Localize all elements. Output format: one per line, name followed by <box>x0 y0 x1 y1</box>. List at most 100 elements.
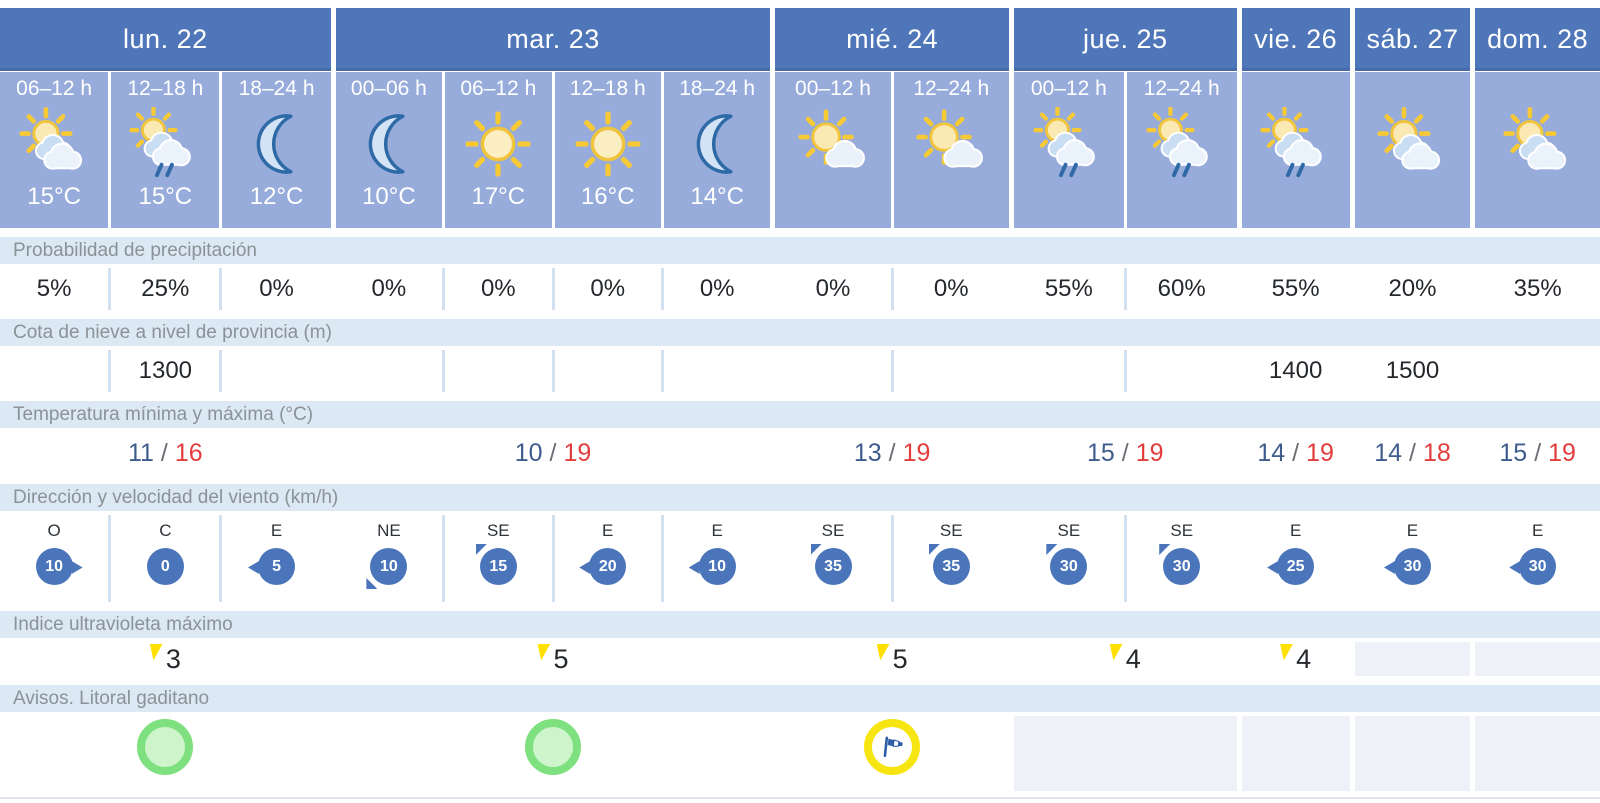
min-max-temperature-cell: 13/19 <box>775 432 1009 475</box>
row-group-cells: 10/19 <box>335 432 771 475</box>
row-label-wind: Dirección y velocidad del viento (km/h) <box>0 484 1600 511</box>
max-temperature: 19 <box>1135 439 1164 467</box>
wind-cell: SE 15 <box>445 515 552 602</box>
max-temperature: 19 <box>1548 439 1576 467</box>
forecast-period: 00–06 h 10°C <box>335 72 443 228</box>
min-max-temperature-cell: 15/19 <box>1013 432 1237 475</box>
warning-cell <box>0 716 331 791</box>
wind-speed-circle: 10 <box>35 548 73 585</box>
row-group: 1300 <box>0 350 331 392</box>
row-group-cells <box>1013 350 1237 392</box>
precipitation-value: 35% <box>1513 275 1562 302</box>
row-group <box>1354 642 1471 676</box>
precipitation-value: 55% <box>1044 275 1093 302</box>
row-label-uv: Indice ultravioleta máximo <box>0 611 1600 638</box>
warning-cell <box>1241 716 1350 791</box>
row-group <box>335 350 771 392</box>
wind-speed-circle: 0 <box>146 548 184 585</box>
uv-index-cell: 4 <box>1241 642 1350 676</box>
row-group: SE 35 SE 35 <box>775 515 1009 602</box>
time-range-label: 00–12 h <box>1030 77 1107 100</box>
wind-speed-value: 0 <box>160 557 170 575</box>
row-label-temperature: Temperatura mínima y máxima (°C) <box>0 401 1600 428</box>
day-group: jue. 25 00–12 h 12–24 h <box>1013 8 1237 228</box>
wind-speed-value: 15 <box>489 557 508 575</box>
row-group <box>1354 716 1471 791</box>
wind-arrow-icon <box>1159 544 1171 555</box>
row-temperature: 11/16 10/19 13/19 15/19 14/19 14/18 15/19 <box>0 432 1600 475</box>
snow-level-cell <box>222 350 331 392</box>
wind-speed-badge: 30 <box>1509 548 1557 585</box>
precipitation-value: 20% <box>1388 275 1437 302</box>
row-group-cells: E 30 <box>1354 515 1471 602</box>
period-temperature: 15°C <box>27 183 81 210</box>
uv-index-cell <box>1475 642 1600 676</box>
wind-cell: E 30 <box>1475 515 1600 602</box>
row-group-cells <box>1475 716 1600 791</box>
row-group-cells <box>1475 350 1600 392</box>
snow-level-cell <box>663 350 771 392</box>
period-temperature: 15°C <box>138 183 193 210</box>
sun-rain-icon <box>128 107 202 181</box>
wind-direction: E <box>602 521 614 540</box>
min-max-temperature-cell: 14/19 <box>1241 432 1350 475</box>
bottom-divider <box>0 797 1600 799</box>
day-group: sáb. 27 <box>1354 8 1471 228</box>
day-group: mar. 23 00–06 h 10°C 06–12 h 17°C 12–18 h 16°C… <box>335 8 771 228</box>
wind-speed-value: 25 <box>1286 557 1305 575</box>
day-subcolumns: 00–12 h 12–24 h <box>775 72 1009 228</box>
row-group: 4 <box>1013 642 1237 676</box>
wind-speed-badge: 10 <box>35 548 83 585</box>
precipitation-cell: 0% <box>893 268 1009 310</box>
row-group <box>1475 350 1600 392</box>
wind-speed-circle: 25 <box>1277 548 1315 585</box>
max-temperature: 19 <box>902 439 931 467</box>
row-group: 1500 <box>1354 350 1471 392</box>
temperature-separator: / <box>160 439 168 467</box>
wind-speed-circle: 15 <box>479 548 517 585</box>
warning-cell <box>775 716 1009 791</box>
wind-speed-badge: 30 <box>1383 548 1431 585</box>
snow-level-cell: 1500 <box>1354 350 1471 392</box>
max-temperature: 19 <box>1306 439 1334 467</box>
wind-speed-badge: 35 <box>810 544 852 585</box>
row-group-cells: 14/18 <box>1354 432 1471 475</box>
wind-arrow-icon <box>688 561 700 574</box>
wind-direction: E <box>270 521 283 540</box>
temperature-separator: / <box>888 439 896 467</box>
uv-flag-icon <box>149 643 163 661</box>
forecast-rows: Probabilidad de precipitación 5% 25% 0% 0% 0%… <box>0 237 1600 791</box>
wind-cell: NE 10 <box>335 515 443 602</box>
wind-speed-badge: 15 <box>475 544 517 585</box>
period-temperature: 12°C <box>249 183 304 210</box>
row-group: 20% <box>1354 268 1471 310</box>
row-group-cells: 13/19 <box>775 432 1009 475</box>
time-range-label: 00–12 h <box>795 77 871 100</box>
min-max-temperature-cell: 14/18 <box>1354 432 1471 475</box>
snow-level-cell <box>1126 350 1237 392</box>
row-group-cells <box>1354 716 1471 791</box>
warning-cell <box>1475 716 1600 791</box>
wind-speed-circle: 10 <box>698 548 736 585</box>
sun-icon <box>461 107 535 181</box>
day-subcolumns: 06–12 h 15°C 12–18 h 15°C 18–24 h 12°C <box>0 72 331 228</box>
row-group: 14/19 <box>1241 432 1350 475</box>
row-group: 4 <box>1241 642 1350 676</box>
row-group-cells: 5 <box>775 642 1009 676</box>
uv-index-cell: 5 <box>775 642 1009 676</box>
precipitation-value: 0% <box>933 275 969 302</box>
precipitation-cell: 55% <box>1013 268 1124 310</box>
row-group-cells: 20% <box>1354 268 1471 310</box>
day-subcolumns <box>1241 72 1350 228</box>
day-group: lun. 22 06–12 h 15°C 12–18 h 15°C 18–24 h 12°C <box>0 8 331 228</box>
row-group: NE 10 SE 15 E 20 E 10 <box>335 515 771 602</box>
row-group <box>1013 716 1237 791</box>
forecast-period: 06–12 h 15°C <box>0 72 109 228</box>
row-group <box>0 716 331 791</box>
row-group-cells: 1400 <box>1241 350 1350 392</box>
sun-cloud-icon <box>914 107 988 181</box>
period-temperature: 16°C <box>580 183 635 210</box>
wind-arrow-icon <box>248 561 260 574</box>
min-temperature: 15 <box>1499 439 1528 467</box>
forecast-period <box>1354 72 1471 228</box>
